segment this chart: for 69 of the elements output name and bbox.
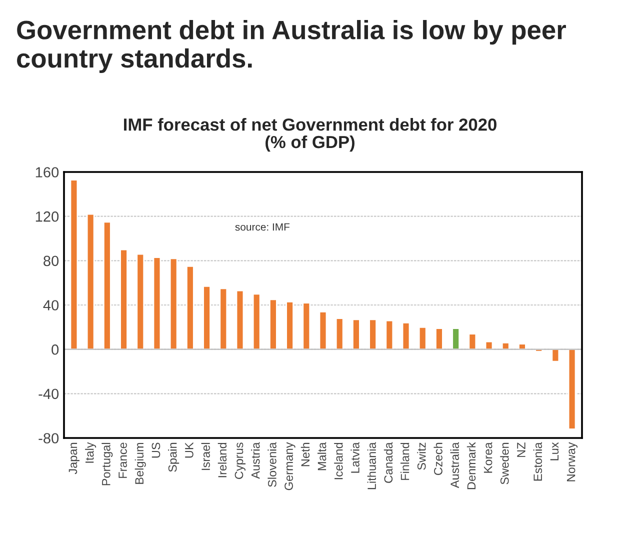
bar	[236, 290, 244, 350]
x-tick-label: Iceland	[334, 442, 343, 480]
y-tick-label: 160	[36, 167, 59, 178]
bar	[352, 318, 360, 350]
bar	[435, 328, 444, 350]
x-tick-label: Canada	[384, 442, 393, 483]
bar	[120, 248, 128, 350]
x-tick-label: Malta	[317, 442, 326, 470]
y-tick-label: 80	[44, 256, 59, 266]
y-tick-label: 0	[52, 344, 59, 355]
bar	[568, 348, 576, 430]
bar	[335, 318, 344, 350]
bar	[368, 318, 377, 350]
x-tick-label: Australia	[450, 442, 459, 488]
x-tick-label: Sweden	[500, 442, 509, 484]
bar	[468, 333, 477, 350]
y-tick-label: 120	[36, 211, 59, 222]
y-tick-label: -80	[38, 433, 59, 444]
bar	[86, 213, 95, 350]
y-tick-label: -40	[38, 388, 59, 400]
bar	[102, 221, 112, 350]
chart-title: Government debt in Australia is low by peer country standards.	[17, 20, 566, 74]
x-tick-label: NZ	[517, 442, 526, 457]
x-tick-label: Denmark	[466, 442, 476, 490]
x-tick-label: Lux	[550, 442, 559, 460]
bar	[518, 343, 526, 350]
x-tick-label: Italy	[85, 442, 96, 463]
bar	[286, 300, 294, 350]
x-tick-label: UK	[185, 442, 194, 458]
bar	[385, 320, 394, 350]
x-tick-label: Czech	[434, 442, 442, 476]
x-tick-label: Slovenia	[268, 442, 276, 487]
x-tick-label: Spain	[168, 442, 180, 472]
x-tick-label: France	[118, 442, 127, 478]
x-tick-label: Latvia	[350, 442, 360, 473]
bar	[169, 258, 178, 350]
bar	[186, 266, 194, 350]
x-tick-label: US	[152, 442, 160, 458]
x-tick-label: Israel	[201, 442, 210, 470]
x-tick-label: Belgium	[134, 442, 146, 484]
bar	[452, 328, 460, 350]
annotation: source: IMF	[235, 223, 290, 231]
bar	[418, 326, 427, 350]
bar	[152, 256, 162, 350]
x-tick-label: Norway	[566, 442, 578, 482]
bar	[302, 302, 311, 350]
x-tick-label: Estonia	[533, 442, 542, 481]
x-tick-label: Portugal	[102, 442, 113, 486]
x-tick-label: Switz	[417, 442, 426, 470]
bar	[269, 298, 278, 350]
y-tick-label: 40	[43, 300, 59, 310]
x-tick-label: Lithuania	[367, 442, 376, 490]
x-tick-label: Germany	[284, 442, 296, 490]
bar	[136, 253, 145, 350]
bar	[402, 322, 410, 350]
x-tick-label: Austria	[251, 442, 260, 479]
chart-subtitle: IMF forecast of net Government debt for 2020 (% of GDP)	[124, 118, 496, 152]
x-tick-label: Korea	[484, 442, 492, 473]
bar	[202, 285, 211, 350]
x-tick-label: Neth	[300, 442, 310, 466]
x-tick-label: Ireland	[218, 442, 227, 478]
bar	[501, 342, 510, 350]
bar	[219, 288, 228, 350]
x-tick-label: Finland	[400, 442, 410, 480]
x-tick-label: Japan	[68, 442, 80, 474]
bar	[252, 293, 261, 350]
bar	[318, 310, 328, 350]
x-tick-label: Cyprus	[234, 442, 246, 479]
bar	[70, 179, 78, 350]
